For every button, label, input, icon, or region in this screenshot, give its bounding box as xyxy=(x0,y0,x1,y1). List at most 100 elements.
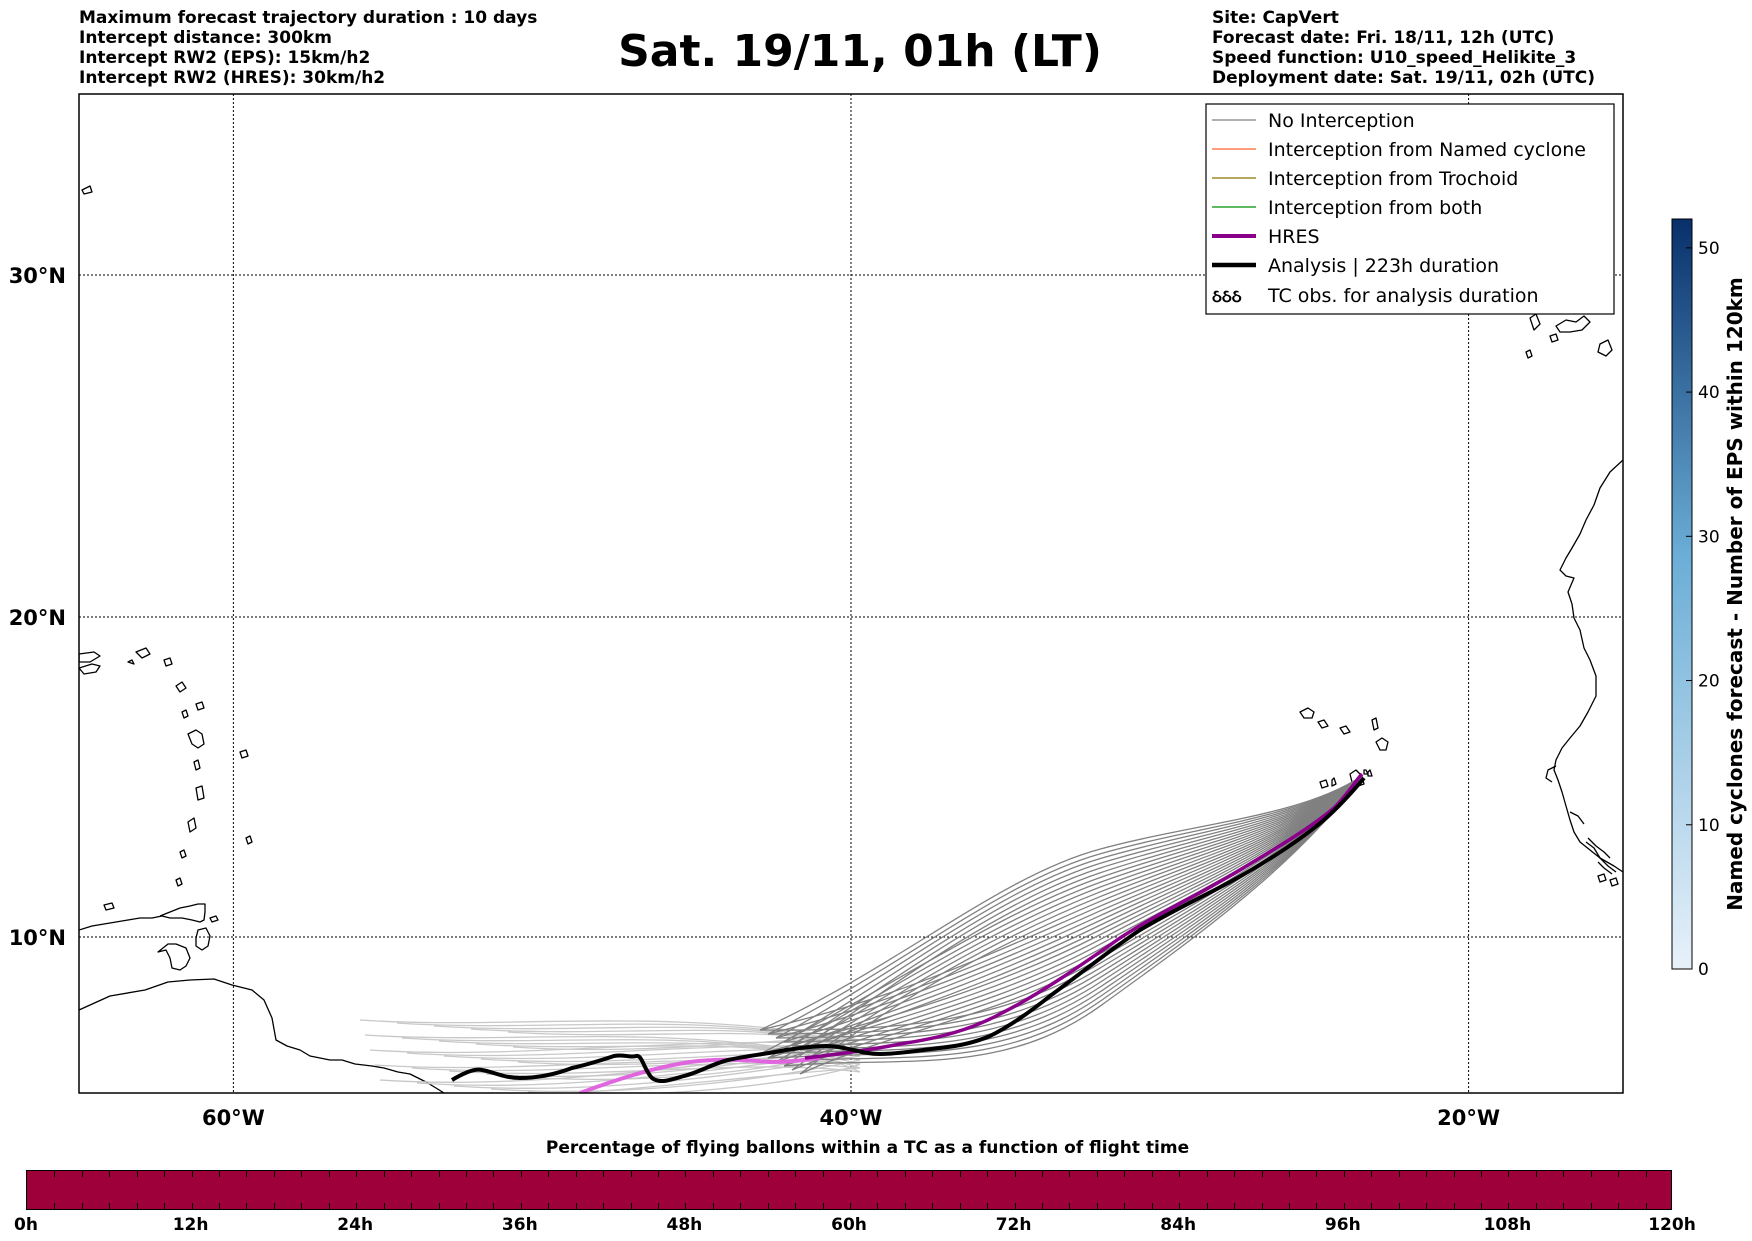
eps-trajectory xyxy=(767,775,1363,1059)
island-martinique xyxy=(195,785,205,801)
eps-trajectory-late xyxy=(369,1041,861,1054)
time-bar-tick xyxy=(1179,1171,1181,1177)
time-bar-tick xyxy=(1563,1203,1565,1209)
island-trinidad xyxy=(195,927,211,951)
time-bar-tick xyxy=(657,1171,659,1177)
time-bar-tick xyxy=(1343,1203,1345,1209)
time-bar-tick xyxy=(356,1203,358,1209)
time-bar-tick xyxy=(246,1203,248,1209)
tc-obs-symbol-icon: ઠઠઠ xyxy=(1212,287,1242,307)
time-bar-tick xyxy=(1261,1171,1263,1177)
time-bar-tick xyxy=(1288,1203,1290,1209)
time-bar-tick xyxy=(54,1171,56,1177)
time-bar-tick xyxy=(411,1171,413,1177)
colorbar-tick-label: 10 xyxy=(1698,816,1720,836)
info-line-rw2-eps: Intercept RW2 (EPS): 15km/h2 xyxy=(79,48,371,68)
islands-canary xyxy=(1525,313,1613,359)
time-bar-tick xyxy=(1453,1171,1455,1177)
island-anguilla xyxy=(127,659,135,665)
coast-guinea-bissau xyxy=(1585,841,1617,875)
time-percentage-bar xyxy=(26,1170,1672,1210)
time-bar-tick xyxy=(1508,1171,1510,1177)
island-nevis xyxy=(239,749,249,759)
eps-trajectory xyxy=(799,775,1363,1051)
lon-label-40w: 40°W xyxy=(820,1106,883,1130)
info-line-deployment-date: Deployment date: Sat. 19/11, 02h (UTC) xyxy=(1212,68,1596,88)
time-bar-tick xyxy=(191,1171,193,1177)
time-label: 84h xyxy=(1160,1215,1197,1235)
eps-trajectory xyxy=(767,775,1363,1059)
islands-cape-verde xyxy=(1299,707,1389,789)
eps-trajectories-no-interception xyxy=(759,775,1363,1075)
lon-label-20w: 20°W xyxy=(1437,1106,1500,1130)
colorbar-ticks: 0 10 20 30 40 50 xyxy=(1686,239,1720,980)
time-bar-tick xyxy=(685,1171,687,1177)
island-hispaniola xyxy=(79,651,101,663)
time-bar-tick xyxy=(603,1203,605,1209)
time-bar-tick xyxy=(1535,1171,1537,1177)
island-antigua xyxy=(195,701,205,711)
time-label: 36h xyxy=(501,1215,538,1235)
time-bar-tick xyxy=(987,1203,989,1209)
coast-venezuela-north xyxy=(79,903,206,931)
eps-trajectory xyxy=(767,775,1363,1035)
time-bar-tick xyxy=(1234,1203,1236,1209)
time-bar-tick xyxy=(109,1203,111,1209)
time-bar-tick xyxy=(81,1203,83,1209)
time-bar-tick xyxy=(1316,1171,1318,1177)
time-bar-tick xyxy=(712,1203,714,1209)
island-puerto-rico xyxy=(79,663,101,675)
hres-trajectory-late xyxy=(579,1056,821,1093)
eps-trajectory-late xyxy=(480,1052,861,1063)
time-bar-tick xyxy=(438,1203,440,1209)
map-graticule xyxy=(79,94,1623,1093)
eps-trajectory xyxy=(759,775,1363,1031)
time-bar-tick xyxy=(575,1203,577,1209)
eps-trajectory-late xyxy=(490,1059,861,1093)
eps-trajectory xyxy=(775,775,1363,1063)
time-bar-tick xyxy=(877,1171,879,1177)
eps-trajectory xyxy=(767,775,1363,1035)
time-bar-tick xyxy=(712,1171,714,1177)
time-bar-tick xyxy=(822,1203,824,1209)
time-label: 96h xyxy=(1324,1215,1361,1235)
eps-trajectory xyxy=(775,775,1363,1063)
time-bar-tick xyxy=(1398,1203,1400,1209)
time-bar-tick xyxy=(1042,1171,1044,1177)
time-bar-tick xyxy=(795,1203,797,1209)
site-parameters: Site: CapVert Forecast date: Fri. 18/11,… xyxy=(1212,8,1595,88)
time-bar-tick xyxy=(904,1171,906,1177)
island-virgin xyxy=(135,647,151,659)
time-bar-tick xyxy=(81,1171,83,1177)
time-bar-tick xyxy=(1014,1171,1016,1177)
longitude-labels: 60°W 40°W 20°W xyxy=(202,1106,1500,1130)
time-bar-tick xyxy=(850,1203,851,1209)
time-bar-tick xyxy=(54,1203,56,1209)
time-bar-tick xyxy=(1426,1171,1428,1177)
islands-bijagos xyxy=(1597,873,1619,887)
time-bar-tick xyxy=(904,1203,906,1209)
time-bar-tick xyxy=(657,1203,659,1209)
eps-trajectory-late xyxy=(379,1047,861,1083)
time-bar-tick xyxy=(548,1203,550,1209)
time-bar-tick xyxy=(493,1203,495,1209)
eps-trajectory xyxy=(759,775,1363,1055)
time-bar-tick xyxy=(1453,1203,1455,1209)
time-bar-tick xyxy=(1206,1203,1208,1209)
island-st-lucia xyxy=(187,817,197,833)
time-bar-tick xyxy=(136,1171,138,1177)
time-bar-tick xyxy=(1618,1203,1620,1209)
legend-label-both: Interception from both xyxy=(1268,197,1482,219)
info-line-rw2-hres: Intercept RW2 (HRES): 30km/h2 xyxy=(79,68,386,88)
time-bar-tick xyxy=(1343,1171,1345,1177)
time-label: 120h xyxy=(1648,1215,1696,1235)
legend-label-named-cyclone: Interception from Named cyclone xyxy=(1268,139,1586,161)
legend-label-analysis: Analysis | 223h duration xyxy=(1268,255,1499,277)
eps-trajectory xyxy=(759,775,1363,1055)
time-bar-tick xyxy=(438,1171,440,1177)
time-bar-tick xyxy=(767,1203,769,1209)
time-bar-tick xyxy=(1371,1171,1373,1177)
time-bar-tick xyxy=(411,1203,413,1209)
time-bar-tick xyxy=(1124,1203,1126,1209)
eps-trajectory xyxy=(759,775,1363,1055)
